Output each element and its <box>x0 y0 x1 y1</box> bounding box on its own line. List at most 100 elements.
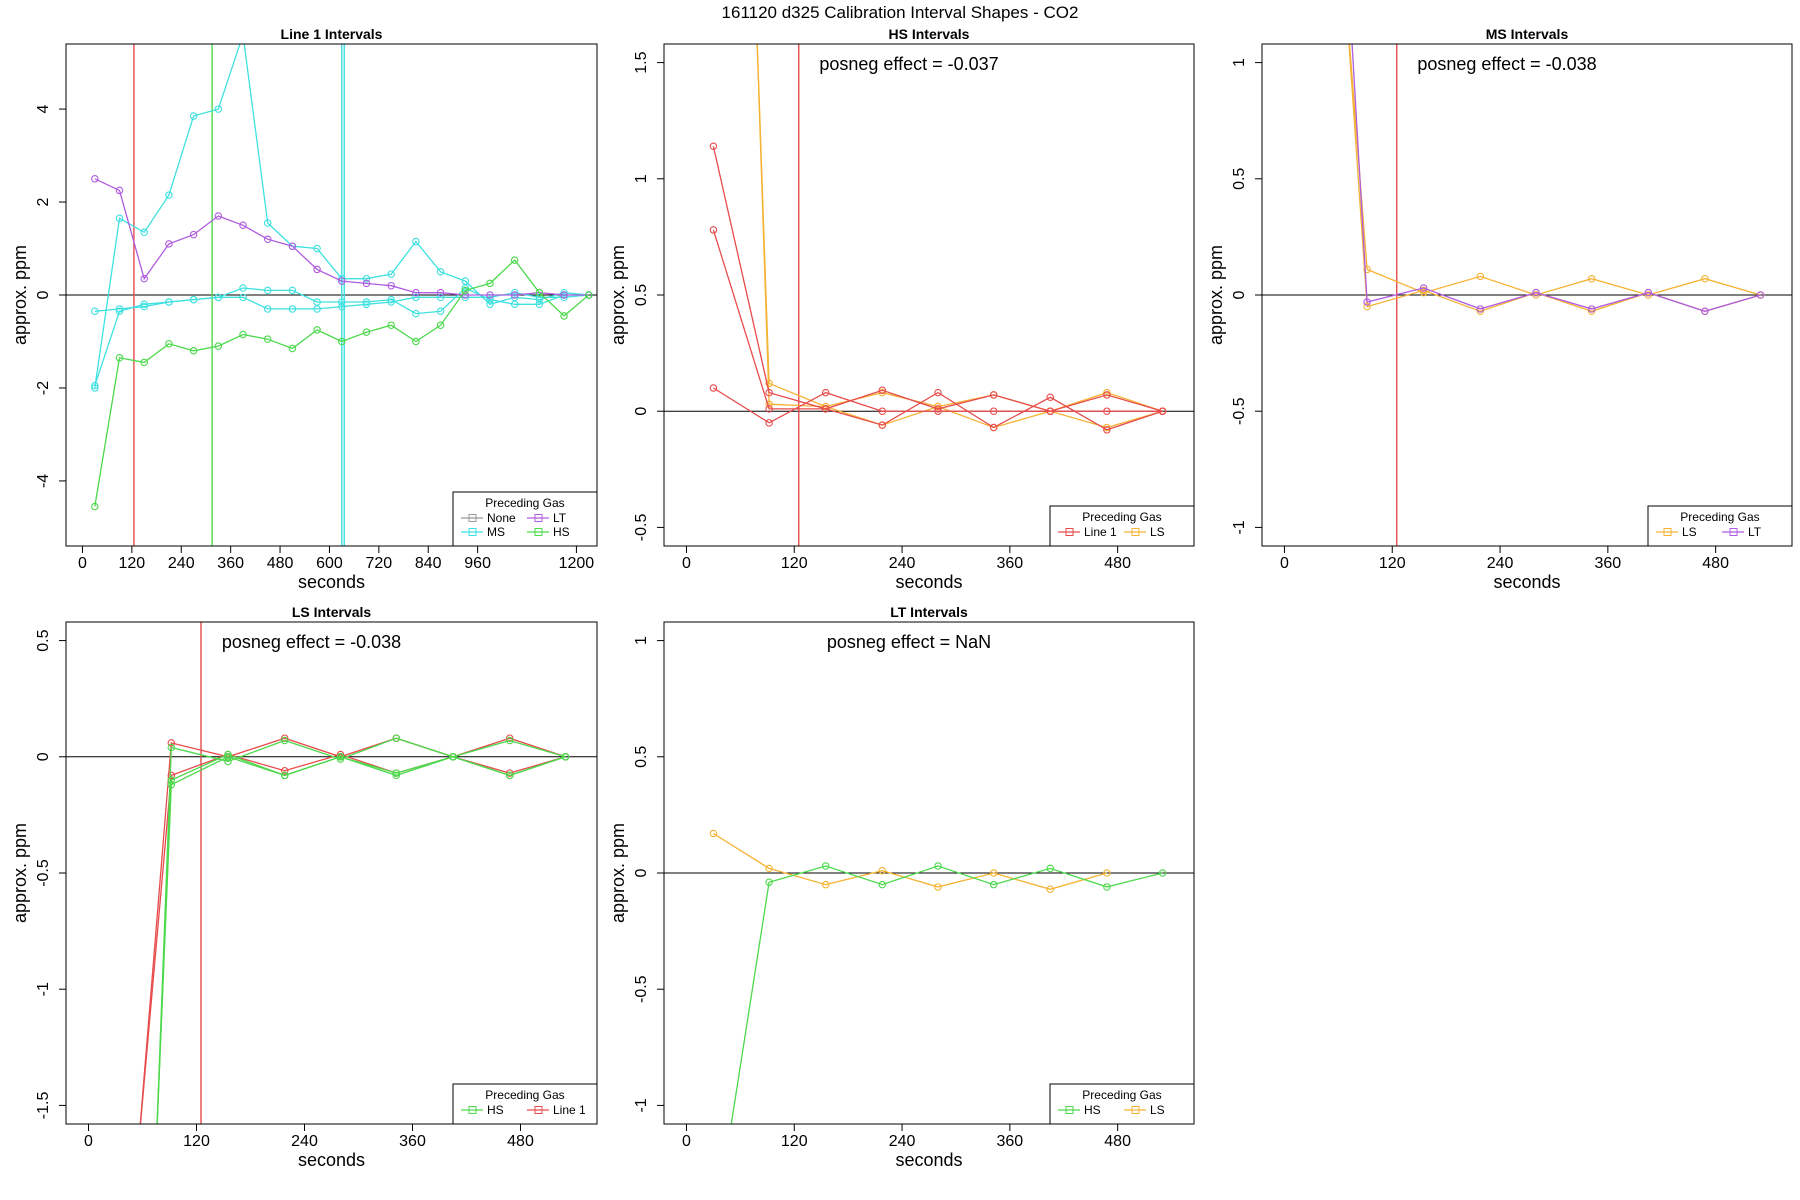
x-tick-label: 600 <box>316 555 343 572</box>
y-axis-label: approx. ppm <box>1206 245 1226 345</box>
legend-swatch-marker <box>468 528 477 536</box>
data-point <box>412 337 420 346</box>
x-tick-label: 120 <box>1379 555 1406 572</box>
legend-box <box>452 1083 598 1125</box>
data-point <box>240 32 246 38</box>
data-point <box>1046 885 1055 894</box>
legend-entry: Line 1 <box>1084 525 1117 539</box>
legend-swatch-marker <box>1663 528 1672 536</box>
data-point <box>362 274 371 283</box>
data-point <box>189 295 198 304</box>
x-tick-label: 960 <box>464 555 491 572</box>
x-tick-label: 120 <box>119 555 146 572</box>
data-point <box>505 734 514 742</box>
x-tick-label: 1200 <box>559 555 595 572</box>
series-line <box>713 387 1163 424</box>
data-point <box>1644 288 1653 297</box>
panel-3: MS Intervals 0 120 240 360 480 seconds -1 -0.5 0 0… <box>1206 26 1793 592</box>
y-tick-label: 0.5 <box>35 629 52 651</box>
data-point <box>280 766 289 775</box>
data-point <box>165 191 173 199</box>
data-point <box>313 265 321 274</box>
x-tick-label: 240 <box>889 1133 916 1150</box>
data-point <box>336 753 345 761</box>
data-point <box>263 235 272 243</box>
data-point <box>934 388 942 397</box>
data-point <box>510 300 519 309</box>
y-tick-label: 0.5 <box>1231 168 1248 190</box>
y-axis-label: approx. ppm <box>10 823 30 923</box>
data-point <box>140 302 148 311</box>
data-point <box>135 1149 141 1155</box>
data-point <box>214 293 223 302</box>
y-tick-label: 1 <box>1231 58 1248 67</box>
legend-title: Preceding Gas <box>1082 510 1161 524</box>
data-point <box>288 286 297 295</box>
data-point <box>461 277 470 285</box>
x-tick-label: 360 <box>996 1133 1023 1150</box>
data-point <box>436 321 445 329</box>
data-point <box>560 291 568 299</box>
data-point <box>709 384 718 392</box>
data-point <box>167 771 176 780</box>
data-point <box>1103 426 1111 434</box>
data-point <box>140 300 148 309</box>
data-point <box>214 212 223 220</box>
x-tick-label: 0 <box>682 555 691 572</box>
data-point <box>167 776 176 784</box>
data-point <box>989 391 998 399</box>
data-point <box>1363 302 1371 311</box>
y-tick-label: -0.5 <box>1231 397 1248 425</box>
data-point <box>1103 883 1111 891</box>
data-point <box>91 381 99 390</box>
legend-swatch-marker <box>534 1106 543 1114</box>
data-point <box>336 755 345 763</box>
data-point <box>1756 291 1765 299</box>
plot-frame <box>663 43 1195 547</box>
data-point <box>91 502 99 511</box>
data-point <box>140 228 148 237</box>
x-axis-label: seconds <box>1493 572 1560 592</box>
data-point <box>280 771 289 780</box>
data-point <box>821 388 830 397</box>
y-tick-label: 0 <box>1231 290 1248 299</box>
panel-title: LT Intervals <box>890 604 968 620</box>
data-point <box>387 270 395 278</box>
data-point <box>505 769 514 777</box>
data-point <box>165 340 173 348</box>
legend-swatch-marker <box>468 514 477 522</box>
series-line <box>1351 44 1761 312</box>
legend-box <box>1647 505 1793 547</box>
y-tick-label: -0.5 <box>633 975 650 1003</box>
data-point <box>436 307 445 316</box>
data-point <box>505 771 514 780</box>
data-point <box>313 244 321 253</box>
x-tick-label: 360 <box>399 1133 426 1150</box>
legend-title: Preceding Gas <box>485 496 564 510</box>
y-tick-label: -2 <box>35 381 52 395</box>
legend-entry: Line 1 <box>553 1103 586 1117</box>
x-tick-label: 120 <box>781 1133 808 1150</box>
data-point <box>1046 393 1055 402</box>
data-point <box>1158 407 1167 415</box>
series-line <box>713 832 1108 890</box>
legend-swatch-marker <box>534 528 543 536</box>
data-point <box>1587 307 1596 316</box>
y-tick-label: -0.5 <box>633 514 650 542</box>
x-axis-label: seconds <box>895 1150 962 1170</box>
x-tick-label: 240 <box>168 555 195 572</box>
data-point <box>288 344 297 353</box>
data-point <box>878 386 887 395</box>
figure-title: 161120 d325 Calibration Interval Shapes … <box>722 3 1079 22</box>
y-tick-label: -4 <box>35 474 52 488</box>
data-point <box>362 300 371 309</box>
x-tick-label: 120 <box>183 1133 210 1150</box>
data-point <box>436 293 445 302</box>
data-point <box>214 342 223 350</box>
data-point <box>1103 407 1111 415</box>
data-point <box>362 298 371 306</box>
data-point <box>934 862 942 870</box>
data-point <box>224 753 232 761</box>
